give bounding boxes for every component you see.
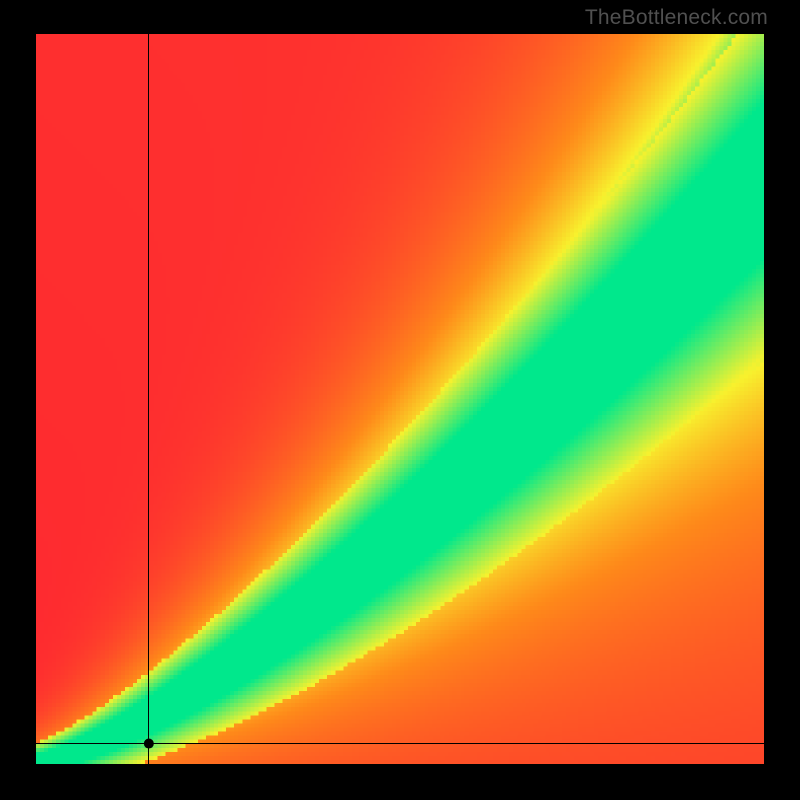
watermark-text: TheBottleneck.com [585,6,768,30]
bottleneck-heatmap [36,34,764,764]
chart-container: { "watermark": "TheBottleneck.com", "can… [0,0,800,800]
